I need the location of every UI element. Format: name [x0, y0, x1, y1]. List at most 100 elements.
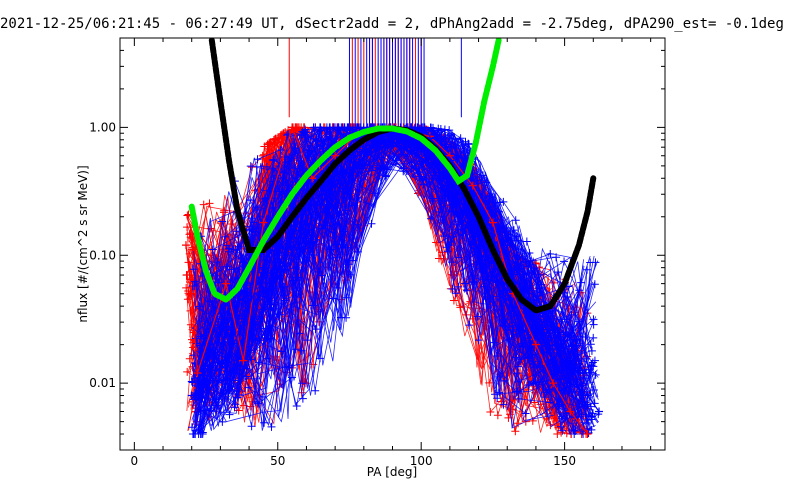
- fit-point-black: [533, 307, 539, 313]
- data-point-red: [222, 279, 231, 288]
- vertical-markers: [288, 38, 462, 128]
- plus-marker-blue: [572, 375, 581, 384]
- plus-marker-red: [260, 154, 269, 163]
- series-green: [188, 38, 502, 304]
- fit-point-black: [217, 98, 223, 104]
- data-point-red: [193, 369, 202, 378]
- chart-title: 2021-12-25/06:21:45 - 06:27:49 UT, dSect…: [0, 16, 784, 32]
- plus-marker-red: [449, 296, 458, 305]
- data-point-red: [531, 340, 540, 349]
- plus-marker-blue: [225, 410, 234, 419]
- plus-marker-blue: [454, 282, 463, 291]
- plus-marker-blue: [298, 394, 307, 403]
- plus-marker-blue: [353, 247, 362, 256]
- plus-marker-blue: [480, 282, 489, 291]
- plus-marker-blue: [443, 187, 452, 196]
- fit-point-black: [504, 276, 510, 282]
- plus-marker-blue: [590, 356, 599, 365]
- plus-marker-blue: [560, 257, 569, 266]
- fit-point-green: [318, 158, 324, 164]
- plus-marker-blue: [500, 376, 509, 385]
- plus-marker-blue: [400, 160, 409, 169]
- plus-marker-blue: [327, 202, 336, 211]
- plus-marker-blue: [257, 333, 266, 342]
- plus-marker-blue: [588, 358, 597, 367]
- y-axis-label: nflux [#/(cm^2 s sr MeV)]: [76, 165, 90, 322]
- fit-point-black: [576, 242, 582, 248]
- fit-point-green: [346, 135, 352, 141]
- plus-marker-blue: [451, 289, 460, 298]
- fit-point-green: [194, 234, 200, 240]
- plus-marker-blue: [291, 144, 300, 153]
- plus-marker-blue: [333, 283, 342, 292]
- plus-marker-blue: [465, 321, 474, 330]
- fit-point-green: [490, 63, 496, 69]
- plus-marker-blue: [346, 270, 355, 279]
- plus-marker-blue: [462, 205, 471, 214]
- fit-point-black: [547, 303, 553, 309]
- plus-marker-blue: [524, 381, 533, 390]
- plus-marker-red: [205, 199, 214, 208]
- plus-marker-blue: [437, 132, 446, 141]
- plus-marker-blue: [511, 216, 520, 225]
- fit-point-black: [246, 247, 252, 253]
- plus-marker-blue: [187, 377, 196, 386]
- x-tick-label: 150: [553, 454, 576, 468]
- plus-marker-blue: [235, 390, 244, 399]
- plus-marker-red: [553, 430, 562, 439]
- plus-marker-blue: [260, 418, 269, 427]
- x-tick-label: 50: [270, 454, 285, 468]
- data-point-red: [288, 123, 297, 132]
- plus-marker-blue: [530, 264, 539, 273]
- plus-marker-blue: [231, 245, 240, 254]
- plus-marker-blue: [492, 292, 501, 301]
- fit-point-green: [481, 98, 487, 104]
- fit-point-green: [289, 191, 295, 197]
- fit-point-green: [235, 285, 241, 291]
- plus-marker-blue: [474, 336, 483, 345]
- data-point-blue: [222, 356, 231, 365]
- plus-marker-blue: [591, 258, 600, 267]
- data-point-blue: [549, 356, 558, 365]
- plus-marker-blue: [302, 230, 311, 239]
- series-layer: [181, 38, 604, 439]
- fit-point-green: [433, 147, 439, 153]
- fit-point-green: [447, 165, 453, 171]
- x-axis-label: PA [deg]: [367, 465, 417, 479]
- plus-marker-blue: [434, 124, 443, 133]
- plus-marker-blue: [545, 385, 554, 394]
- plus-marker-red: [271, 134, 280, 143]
- plus-marker-blue: [188, 430, 197, 439]
- plus-marker-blue: [306, 210, 315, 219]
- data-point-red: [488, 218, 497, 227]
- data-point-blue: [202, 379, 211, 388]
- plus-marker-blue: [526, 346, 535, 355]
- plus-marker-blue: [311, 386, 320, 395]
- plus-marker-red: [309, 360, 318, 369]
- plus-marker-red: [227, 220, 236, 229]
- data-point-red: [187, 289, 196, 298]
- plus-marker-blue: [505, 323, 514, 332]
- plus-marker-red: [219, 208, 228, 217]
- fit-point-black: [490, 247, 496, 253]
- plus-marker-blue: [327, 245, 336, 254]
- fit-point-green: [418, 135, 424, 141]
- plus-marker-blue: [570, 430, 579, 439]
- plus-marker-blue: [254, 399, 263, 408]
- fit-point-green: [212, 291, 218, 297]
- plus-marker-blue: [218, 417, 227, 426]
- fit-point-black: [461, 186, 467, 192]
- flux-trace-blue: [192, 130, 592, 436]
- fit-point-green: [375, 126, 381, 132]
- plus-marker-blue: [399, 167, 408, 176]
- plus-marker-blue: [589, 386, 598, 395]
- plus-marker-blue: [499, 400, 508, 409]
- plus-marker-blue: [380, 162, 389, 171]
- plus-marker-blue: [317, 271, 326, 280]
- plus-marker-blue: [301, 127, 310, 136]
- plus-marker-blue: [464, 139, 473, 148]
- data-point-blue: [187, 391, 196, 400]
- x-tick-label: 0: [131, 454, 139, 468]
- y-tick-label: 1.00: [89, 120, 116, 134]
- fit-point-black: [303, 195, 309, 201]
